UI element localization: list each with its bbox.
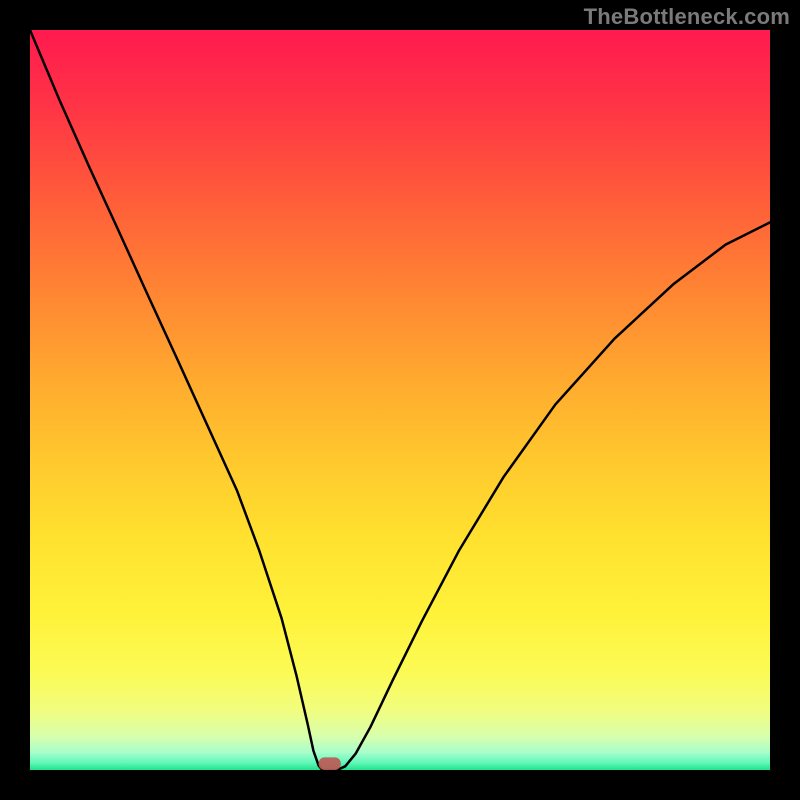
plot-background-gradient: [30, 30, 770, 770]
watermark-text: TheBottleneck.com: [584, 4, 790, 30]
optimal-point-marker: [319, 757, 341, 770]
bottleneck-chart: [0, 0, 800, 800]
